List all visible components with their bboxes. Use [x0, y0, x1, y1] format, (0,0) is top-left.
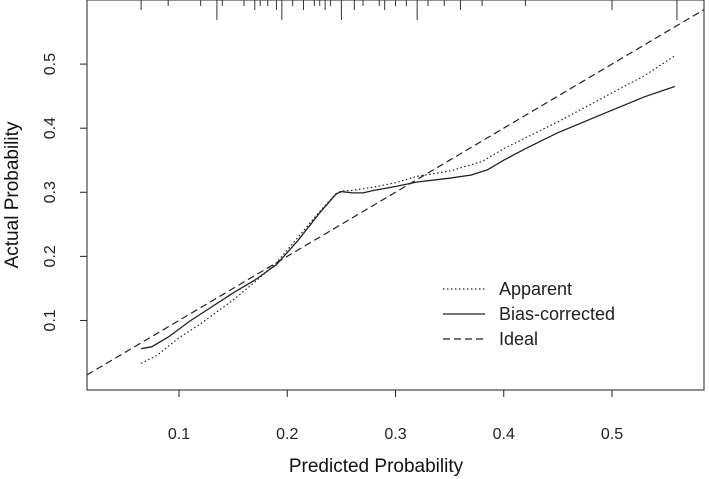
legend-label: Ideal	[499, 329, 538, 349]
y-tick-label: 0.3	[42, 181, 59, 203]
x-axis: 0.1 0.2 0.3 0.4 0.5	[168, 390, 623, 443]
legend-label: Apparent	[499, 279, 572, 299]
y-axis: 0.1 0.2 0.3 0.4 0.5	[42, 53, 87, 332]
x-axis-title: Predicted Probability	[289, 456, 464, 477]
y-tick-label: 0.4	[42, 117, 59, 139]
x-tick-label: 0.4	[493, 426, 515, 443]
x-tick-label: 0.2	[276, 426, 298, 443]
plot-frame	[86, 0, 705, 391]
y-axis-title: Actual Probability	[2, 121, 23, 268]
legend: Apparent Bias-corrected Ideal	[443, 279, 615, 349]
series-line-ideal	[86, 9, 705, 376]
series-line-bias-corrected	[140, 85, 676, 350]
x-tick-label: 0.5	[601, 426, 623, 443]
x-tick-label: 0.3	[384, 426, 406, 443]
y-tick-label: 0.5	[42, 53, 59, 75]
y-tick-label: 0.2	[42, 245, 59, 267]
series-layer	[86, 9, 705, 376]
x-tick-label: 0.1	[168, 426, 190, 443]
y-tick-label: 0.1	[42, 309, 59, 331]
rug-marks	[140, 0, 678, 20]
legend-label: Bias-corrected	[499, 304, 615, 324]
